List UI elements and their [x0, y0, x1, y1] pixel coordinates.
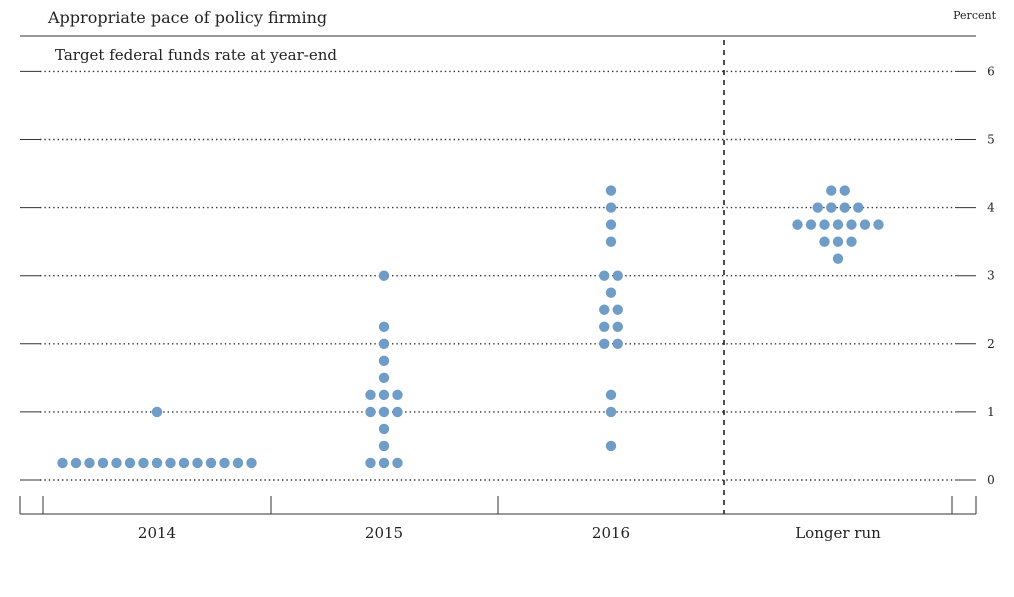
participant-dot — [219, 457, 230, 469]
participant-dot — [378, 457, 390, 469]
participant-dot — [111, 457, 122, 469]
y-axis-unit-label: Percent — [953, 9, 996, 22]
participant-dot — [832, 253, 844, 264]
participant-dot — [612, 304, 623, 315]
participant-dot — [378, 423, 390, 435]
participant-dot — [805, 219, 817, 230]
participant-dot — [839, 185, 850, 196]
y-tick-label: 3 — [987, 269, 995, 283]
axis-layer: 0 1 2 3 4 5 6 2014 2015 2016 Longer run — [19, 64, 995, 542]
participant-dot — [365, 389, 376, 401]
participant-dot — [378, 389, 390, 401]
participant-dot — [826, 202, 837, 213]
participant-dot — [232, 457, 244, 469]
participant-dot — [846, 219, 857, 230]
y-tick-label: 1 — [987, 405, 995, 419]
participant-dot — [599, 304, 610, 315]
participant-dot — [853, 202, 864, 213]
participant-dot — [859, 219, 871, 230]
participant-dot — [599, 270, 610, 281]
participant-dot — [378, 406, 390, 418]
participant-dot — [392, 406, 403, 418]
participant-dot — [378, 270, 390, 281]
participant-dot — [819, 236, 830, 247]
participant-dot — [124, 457, 136, 469]
y-tick-label: 6 — [987, 64, 995, 78]
participant-dot — [605, 406, 617, 418]
participant-dot — [612, 321, 623, 332]
participant-dot — [138, 457, 149, 469]
dots-layer — [57, 185, 884, 469]
participant-dot — [378, 355, 390, 367]
participant-dot — [605, 440, 617, 452]
participant-dot — [826, 185, 837, 196]
participant-dot — [97, 457, 109, 469]
participant-dot — [832, 219, 844, 230]
participant-dot — [165, 457, 176, 469]
participant-dot — [192, 457, 203, 469]
x-category-label: Longer run — [795, 524, 881, 542]
chart-title: Appropriate pace of policy firming — [47, 8, 327, 27]
participant-dot — [151, 457, 163, 469]
participant-dot — [178, 457, 190, 469]
y-tick-label: 4 — [987, 201, 995, 215]
participant-dot — [365, 457, 376, 469]
participant-dot — [612, 338, 623, 349]
participant-dot — [846, 236, 857, 247]
participant-dot — [378, 372, 390, 384]
participant-dot — [605, 202, 617, 213]
participant-dot — [378, 321, 390, 332]
chart-subtitle: Target federal funds rate at year-end — [55, 46, 337, 64]
x-category-label: 2014 — [138, 524, 176, 542]
participant-dot — [819, 219, 830, 230]
y-tick-label: 5 — [987, 133, 995, 147]
participant-dot — [378, 338, 390, 349]
participant-dot — [605, 236, 617, 247]
participant-dot — [605, 287, 617, 298]
participant-dot — [84, 457, 95, 469]
participant-dot — [812, 202, 823, 213]
participant-dot — [70, 457, 82, 469]
participant-dot — [612, 270, 623, 281]
participant-dot — [205, 457, 217, 469]
y-tick-label: 0 — [987, 473, 995, 487]
participant-dot — [605, 389, 617, 401]
participant-dot — [599, 338, 610, 349]
participant-dot — [57, 457, 68, 469]
x-category-label: 2016 — [592, 524, 630, 542]
participant-dot — [392, 457, 403, 469]
participant-dot — [392, 389, 403, 401]
participant-dot — [839, 202, 850, 213]
participant-dot — [792, 219, 803, 230]
participant-dot — [246, 457, 257, 469]
participant-dot — [599, 321, 610, 332]
participant-dot — [378, 440, 390, 452]
participant-dot — [365, 406, 376, 418]
participant-dot — [873, 219, 884, 230]
participant-dot — [605, 185, 617, 196]
x-category-label: 2015 — [365, 524, 403, 542]
grid-layer — [20, 40, 976, 514]
y-tick-label: 2 — [987, 337, 995, 351]
participant-dot — [151, 406, 163, 418]
participant-dot — [832, 236, 844, 247]
participant-dot — [605, 219, 617, 230]
